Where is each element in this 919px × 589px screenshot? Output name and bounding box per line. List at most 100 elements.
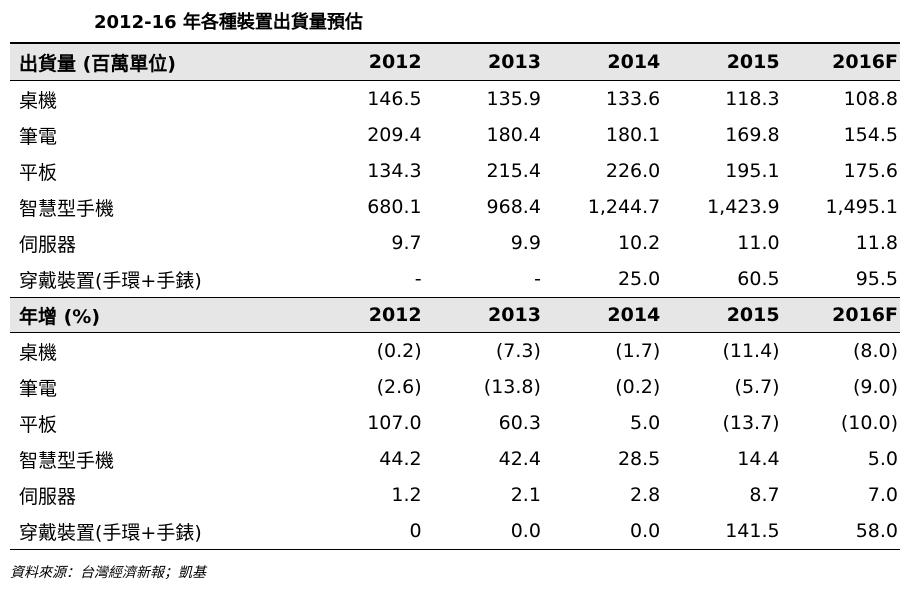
cell-value: (0.2) <box>615 376 661 398</box>
cell-value: 44.2 <box>379 448 422 470</box>
cell-value: 146.5 <box>367 88 422 110</box>
cell-value: (1.7) <box>615 340 661 362</box>
cell-value: 25.0 <box>617 268 661 290</box>
table-row: 筆電 209.4 180.4 180.1 169.8 154.5 <box>10 117 900 153</box>
cell-value: 0.0 <box>630 520 661 542</box>
row-label: 伺服器 <box>19 233 77 256</box>
row-label: 伺服器 <box>19 485 77 508</box>
cell-value: 169.8 <box>725 124 780 146</box>
source-note: 資料來源：台灣經濟新報；凱基 <box>10 565 206 581</box>
cell-value: 1,423.9 <box>707 196 780 218</box>
row-label: 穿戴裝置(手環+手錶) <box>19 269 202 292</box>
cell-value: 180.4 <box>486 124 541 146</box>
cell-value: 58.0 <box>855 520 898 542</box>
cell-value: 0 <box>409 520 422 542</box>
cell-value: 134.3 <box>367 160 422 182</box>
row-label: 桌機 <box>19 341 58 364</box>
cell-value: 10.2 <box>617 232 661 254</box>
cell-value: (0.2) <box>376 340 422 362</box>
table-row: 桌機 (0.2) (7.3) (1.7) (11.4) (8.0) <box>10 332 900 370</box>
cell-value: 154.5 <box>843 124 898 146</box>
cell-value: 1,244.7 <box>587 196 661 218</box>
cell-value: 226.0 <box>605 160 661 182</box>
cell-value: 9.7 <box>391 232 422 254</box>
row-label: 智慧型手機 <box>19 197 115 220</box>
cell-value: 108.8 <box>843 88 898 110</box>
table-header-row: 年增 (%) 2012 2013 2014 2015 2016F <box>10 297 900 333</box>
header-year: 2012 <box>270 297 422 333</box>
cell-value: 141.5 <box>725 520 780 542</box>
cell-value: 5.0 <box>630 412 661 434</box>
cell-value: 14.4 <box>737 448 780 470</box>
header-year: 2015 <box>660 43 780 81</box>
cell-value: (11.4) <box>722 340 780 362</box>
cell-value: 0.0 <box>510 520 541 542</box>
cell-value: 11.8 <box>855 232 898 254</box>
cell-value: 60.5 <box>737 268 780 290</box>
cell-value: (13.7) <box>722 412 780 434</box>
table-row: 筆電 (2.6) (13.8) (0.2) (5.7) (9.0) <box>10 369 900 405</box>
header-year: 2012 <box>270 43 422 81</box>
cell-value: (5.7) <box>734 376 780 398</box>
cell-value: 209.4 <box>367 124 422 146</box>
cell-value: (8.0) <box>852 340 898 362</box>
cell-value: (7.3) <box>495 340 541 362</box>
row-label: 平板 <box>19 161 58 184</box>
row-label: 筆電 <box>19 125 58 148</box>
cell-value: - <box>414 268 422 290</box>
header-year: 2014 <box>540 297 661 333</box>
row-label: 桌機 <box>19 89 58 112</box>
cell-value: 118.3 <box>725 88 780 110</box>
header-label: 出貨量 (百萬單位) <box>10 43 271 81</box>
cell-value: 1,495.1 <box>825 196 898 218</box>
header-year: 2013 <box>421 297 541 333</box>
table-row: 平板 107.0 60.3 5.0 (13.7) (10.0) <box>10 405 900 441</box>
cell-value: 95.5 <box>855 268 898 290</box>
cell-value: 11.0 <box>737 232 780 254</box>
cell-value: (10.0) <box>840 412 898 434</box>
cell-value: 7.0 <box>867 484 898 506</box>
cell-value: 42.4 <box>498 448 541 470</box>
table-row: 桌機 146.5 135.9 133.6 118.3 108.8 <box>10 80 900 118</box>
cell-value: 180.1 <box>605 124 661 146</box>
cell-value: (9.0) <box>852 376 898 398</box>
header-label: 年增 (%) <box>10 297 271 333</box>
shipment-table: 出貨量 (百萬單位) 2012 2013 2014 2015 2016F 桌機 146.5 13… <box>10 42 900 550</box>
cell-value: 133.6 <box>605 88 661 110</box>
cell-value: 2.1 <box>510 484 541 506</box>
cell-value: 195.1 <box>725 160 780 182</box>
header-year: 2016F <box>779 297 900 333</box>
table-header-row: 出貨量 (百萬單位) 2012 2013 2014 2015 2016F <box>10 43 900 81</box>
table-row: 平板 134.3 215.4 226.0 195.1 175.6 <box>10 153 900 189</box>
header-year: 2015 <box>660 297 780 333</box>
cell-value: 1.2 <box>391 484 422 506</box>
header-year: 2014 <box>540 43 661 81</box>
row-label: 穿戴裝置(手環+手錶) <box>19 521 202 544</box>
cell-value: 968.4 <box>486 196 541 218</box>
cell-value: 175.6 <box>843 160 898 182</box>
table-row: 穿戴裝置(手環+手錶) - - 25.0 60.5 95.5 <box>10 261 900 298</box>
cell-value: 28.5 <box>617 448 661 470</box>
row-label: 平板 <box>19 413 58 436</box>
cell-value: 5.0 <box>867 448 898 470</box>
table-row: 伺服器 9.7 9.9 10.2 11.0 11.8 <box>10 225 900 261</box>
header-year: 2013 <box>421 43 541 81</box>
cell-value: (13.8) <box>483 376 541 398</box>
row-label: 智慧型手機 <box>19 449 115 472</box>
cell-value: 8.7 <box>749 484 780 506</box>
table-row: 智慧型手機 680.1 968.4 1,244.7 1,423.9 1,495.1 <box>10 189 900 225</box>
cell-value: (2.6) <box>376 376 422 398</box>
table-row: 伺服器 1.2 2.1 2.8 8.7 7.0 <box>10 477 900 513</box>
cell-value: 680.1 <box>367 196 422 218</box>
cell-value: - <box>534 268 541 290</box>
cell-value: 2.8 <box>630 484 661 506</box>
cell-value: 60.3 <box>498 412 541 434</box>
cell-value: 135.9 <box>486 88 541 110</box>
cell-value: 107.0 <box>367 412 422 434</box>
header-year: 2016F <box>779 43 900 81</box>
row-label: 筆電 <box>19 377 58 400</box>
cell-value: 9.9 <box>510 232 541 254</box>
table-row: 智慧型手機 44.2 42.4 28.5 14.4 5.0 <box>10 441 900 477</box>
table-row: 穿戴裝置(手環+手錶) 0 0.0 0.0 141.5 58.0 <box>10 513 900 550</box>
table-title: 2012-16 年各種裝置出貨量預估 <box>94 12 363 33</box>
